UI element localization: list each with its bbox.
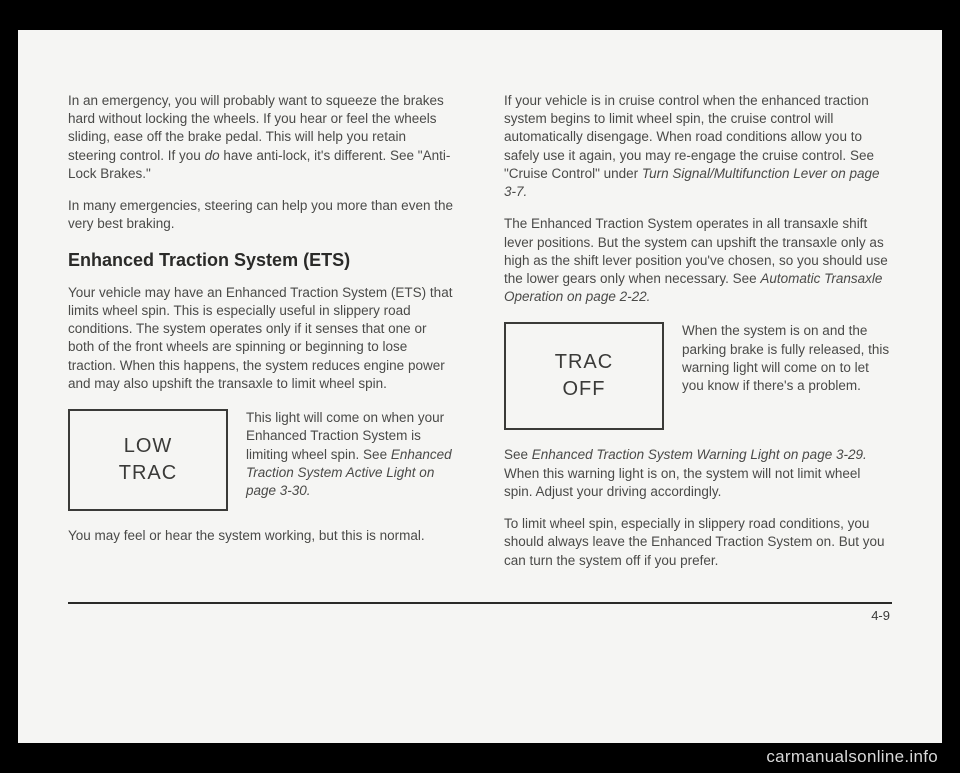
indicator-description: This light will come on when your Enhanc… xyxy=(246,409,456,500)
page-divider xyxy=(68,602,892,604)
watermark: carmanualsonline.info xyxy=(766,747,938,767)
body-text: When this warning light is on, the syste… xyxy=(504,466,860,499)
paragraph: In many emergencies, steering can help y… xyxy=(68,197,456,233)
paragraph: The Enhanced Traction System operates in… xyxy=(504,215,892,306)
low-trac-indicator: LOW TRAC xyxy=(68,409,228,511)
indicator-row: TRAC OFF When the system is on and the p… xyxy=(504,322,892,430)
two-column-layout: In an emergency, you will probably want … xyxy=(68,92,892,584)
indicator-description: When the system is on and the parking br… xyxy=(682,322,892,395)
indicator-label: TRAC xyxy=(555,349,613,376)
body-text: See xyxy=(504,447,532,462)
paragraph: You may feel or hear the system working,… xyxy=(68,527,456,545)
section-heading: Enhanced Traction System (ETS) xyxy=(68,248,456,272)
document-page: In an emergency, you will probably want … xyxy=(18,30,942,743)
paragraph: To limit wheel spin, especially in slipp… xyxy=(504,515,892,570)
italic-text: do xyxy=(205,148,220,163)
paragraph: If your vehicle is in cruise control whe… xyxy=(504,92,892,201)
right-column: If your vehicle is in cruise control whe… xyxy=(504,92,892,584)
paragraph: In an emergency, you will probably want … xyxy=(68,92,456,183)
indicator-label: TRAC xyxy=(119,460,177,487)
trac-off-indicator: TRAC OFF xyxy=(504,322,664,430)
left-column: In an emergency, you will probably want … xyxy=(68,92,456,584)
indicator-row: LOW TRAC This light will come on when yo… xyxy=(68,409,456,511)
paragraph: Your vehicle may have an Enhanced Tracti… xyxy=(68,284,456,393)
indicator-label: OFF xyxy=(563,376,606,403)
paragraph: See Enhanced Traction System Warning Lig… xyxy=(504,446,892,501)
indicator-label: LOW xyxy=(124,433,173,460)
page-number: 4-9 xyxy=(68,608,892,623)
italic-reference: Enhanced Traction System Warning Light o… xyxy=(532,447,867,462)
